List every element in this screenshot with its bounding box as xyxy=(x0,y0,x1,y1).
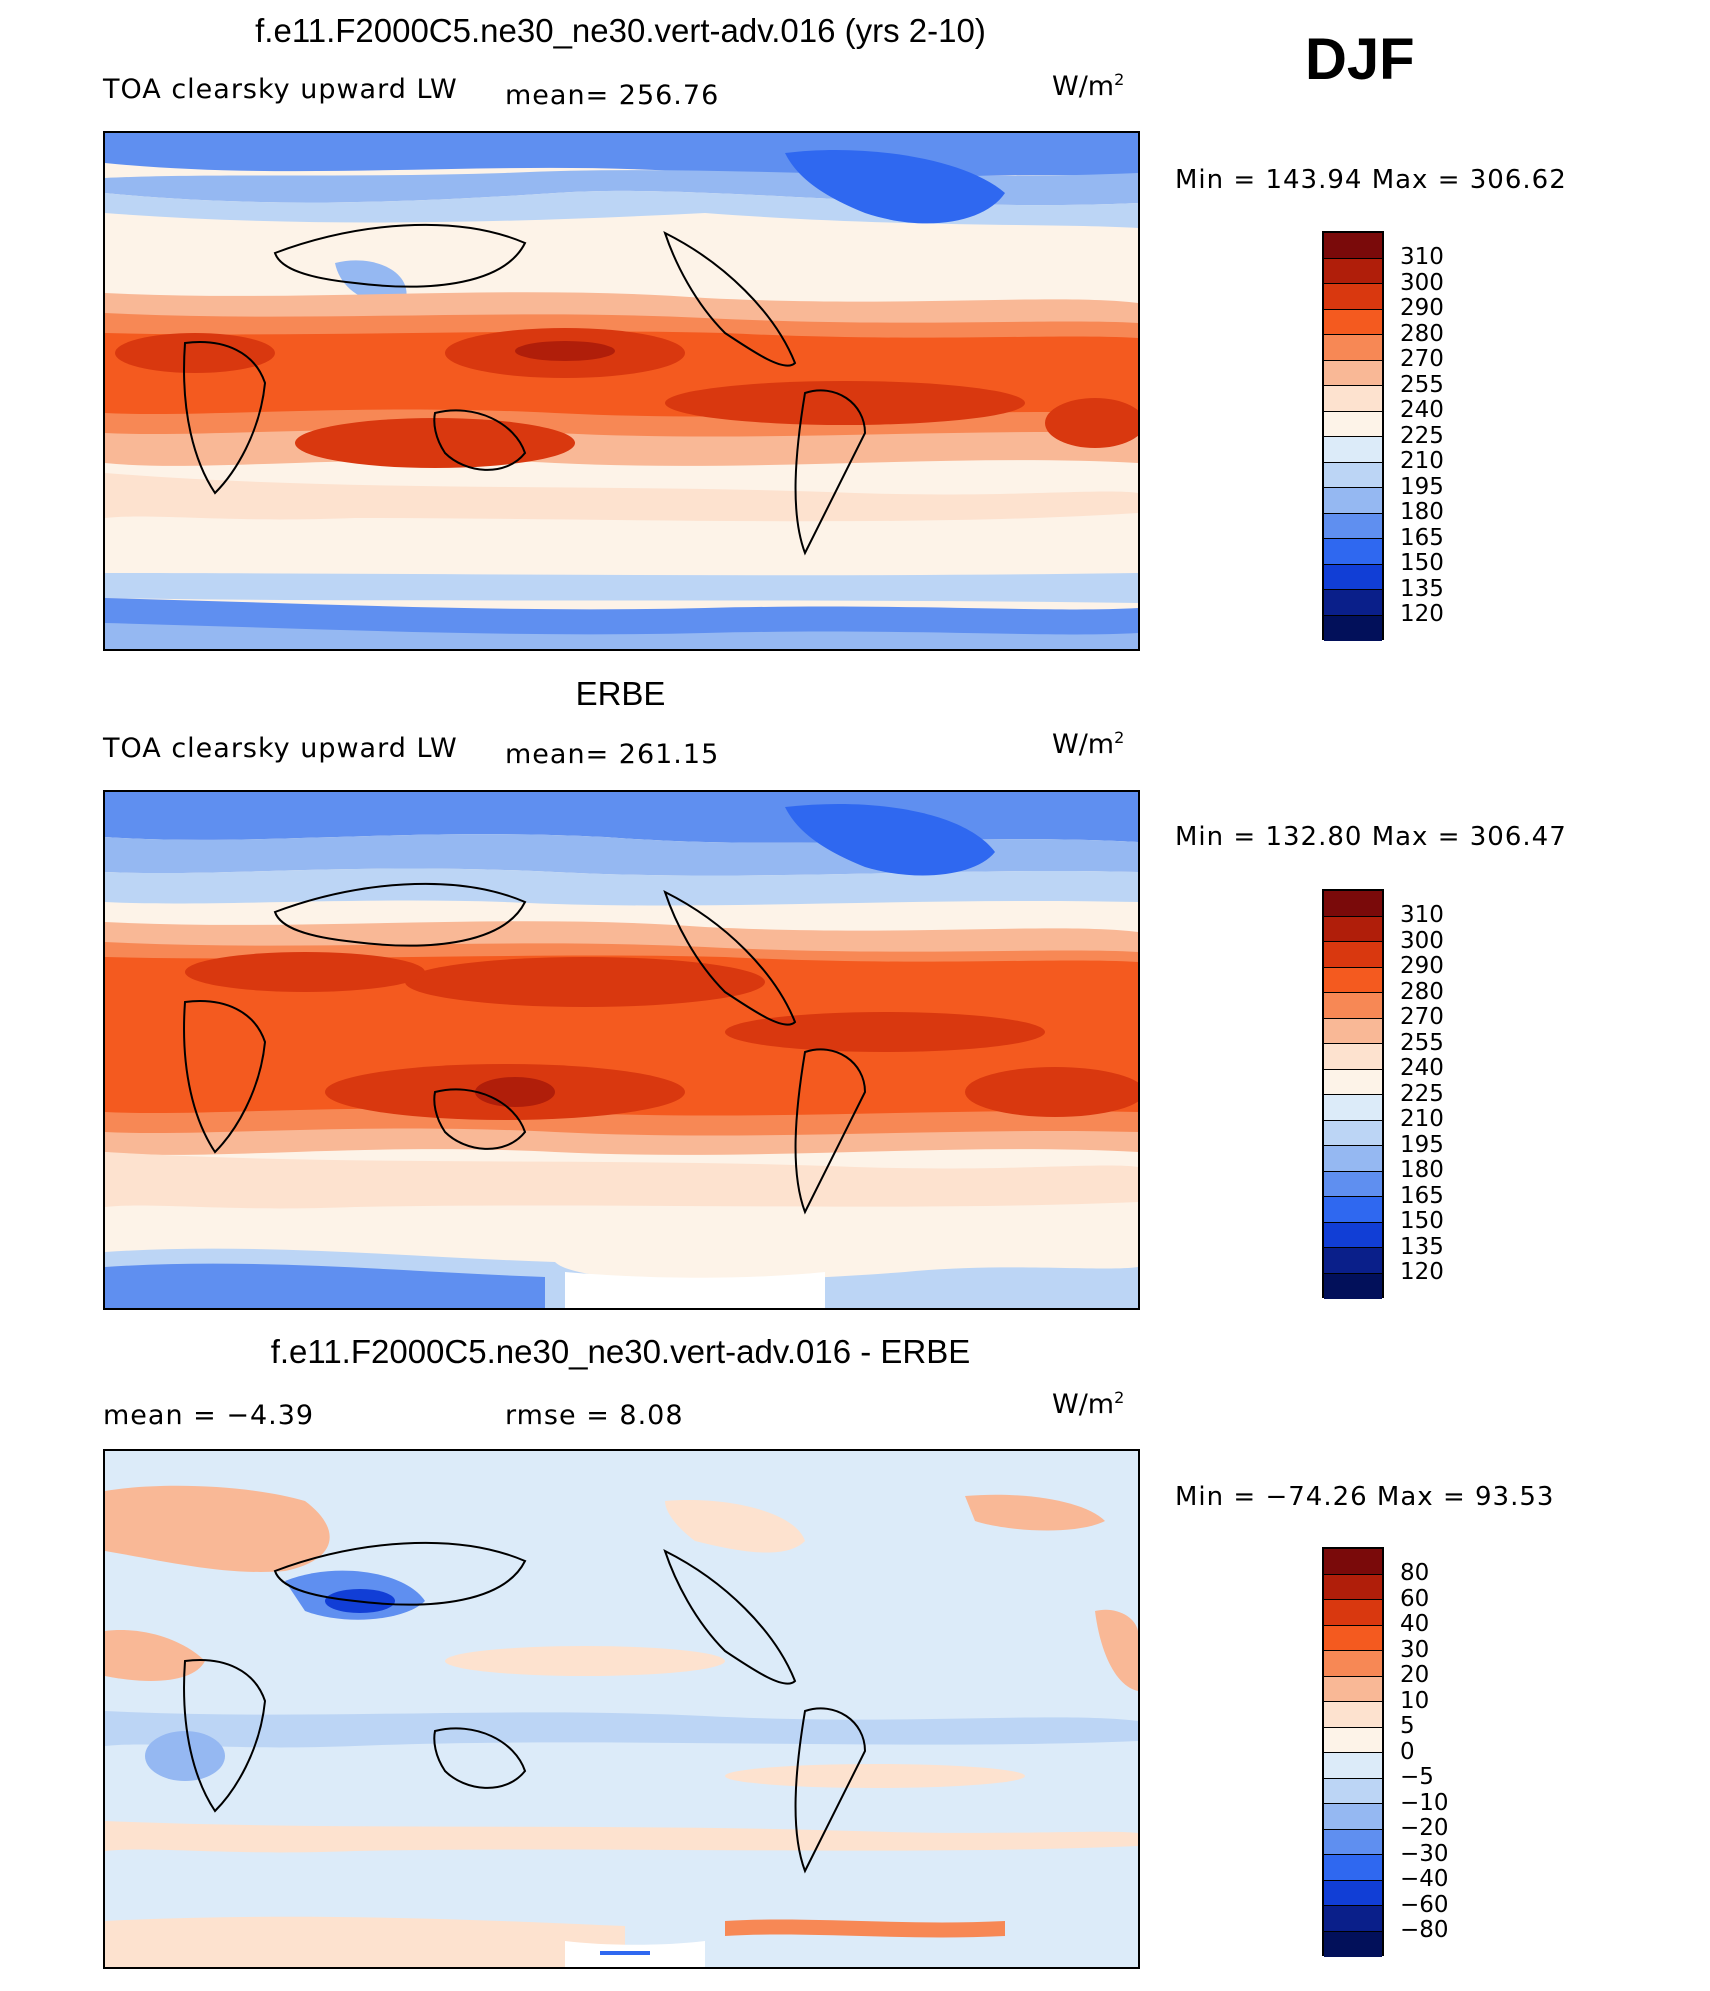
tick: 120 xyxy=(1400,1259,1444,1285)
tick: 0 xyxy=(1400,1738,1415,1765)
tick: −60 xyxy=(1400,1891,1449,1918)
tick: −80 xyxy=(1400,1917,1449,1943)
tick: 180 xyxy=(1400,1157,1444,1183)
tick: 135 xyxy=(1400,1233,1444,1260)
tick: 240 xyxy=(1400,1055,1444,1081)
tick: 290 xyxy=(1400,953,1444,979)
tick: −5 xyxy=(1400,1764,1434,1790)
panel3-title: f.e11.F2000C5.ne30_ne30.vert-adv.016 - E… xyxy=(270,1333,971,1370)
tick: 150 xyxy=(1400,1208,1444,1234)
panel1-variable: TOA clearsky upward LW xyxy=(103,74,458,105)
panel1-mean: mean= 256.76 xyxy=(505,80,720,111)
tick: −10 xyxy=(1400,1789,1449,1816)
tick: −40 xyxy=(1400,1866,1449,1892)
tick: 40 xyxy=(1400,1611,1430,1637)
tick: 300 xyxy=(1400,269,1444,296)
season-label: DJF xyxy=(1305,27,1415,92)
panel2-minmax: Min = 132.80 Max = 306.47 xyxy=(1175,822,1567,852)
tick: 30 xyxy=(1400,1636,1430,1663)
tick: 5 xyxy=(1400,1713,1415,1739)
tick: 300 xyxy=(1400,927,1444,954)
tick: 210 xyxy=(1400,1106,1444,1132)
panel2-map xyxy=(103,790,1140,1310)
tick: 10 xyxy=(1400,1687,1430,1714)
panel3-colorbar-ticks: 80 60 40 30 20 10 5 0 −5 −10 −20 −30 −40 −60 −80 xyxy=(1400,1560,1449,1944)
tick: 180 xyxy=(1400,499,1444,525)
panel3-colorbar xyxy=(1322,1547,1384,1957)
tick: 120 xyxy=(1400,601,1444,627)
tick: 135 xyxy=(1400,575,1444,602)
panel2-title: ERBE xyxy=(575,675,666,712)
tick: 225 xyxy=(1400,1080,1444,1107)
tick: 165 xyxy=(1400,524,1444,551)
tick: 225 xyxy=(1400,422,1444,449)
tick: 60 xyxy=(1400,1585,1430,1612)
tick: 270 xyxy=(1400,1004,1444,1030)
tick: 165 xyxy=(1400,1182,1444,1209)
tick: 310 xyxy=(1400,244,1444,270)
tick: 255 xyxy=(1400,1029,1444,1056)
tick: 290 xyxy=(1400,295,1444,321)
tick: −30 xyxy=(1400,1840,1449,1867)
tick: 270 xyxy=(1400,346,1444,372)
panel3-minmax: Min = −74.26 Max = 93.53 xyxy=(1175,1482,1555,1512)
tick: 195 xyxy=(1400,473,1444,500)
panel2-mean: mean= 261.15 xyxy=(505,739,720,770)
tick: 310 xyxy=(1400,902,1444,928)
tick: 255 xyxy=(1400,371,1444,398)
panel3-mean: mean = −4.39 xyxy=(103,1400,315,1431)
panel1-units: W/m2 xyxy=(1052,70,1125,102)
panel2-units: W/m2 xyxy=(1052,728,1125,760)
tick: 280 xyxy=(1400,978,1444,1005)
tick: 195 xyxy=(1400,1131,1444,1158)
panel2-colorbar-ticks: 310 300 290 280 270 255 240 225 210 195 180 165 150 1… xyxy=(1400,902,1444,1286)
panel3-rmse: rmse = 8.08 xyxy=(505,1400,684,1431)
panel1-colorbar xyxy=(1322,231,1384,641)
tick: −20 xyxy=(1400,1815,1449,1841)
panel1-minmax: Min = 143.94 Max = 306.62 xyxy=(1175,165,1567,195)
tick: 150 xyxy=(1400,550,1444,576)
tick: 20 xyxy=(1400,1662,1430,1688)
panel2-colorbar xyxy=(1322,889,1384,1299)
tick: 80 xyxy=(1400,1560,1430,1586)
panel3-units: W/m2 xyxy=(1052,1388,1125,1420)
tick: 240 xyxy=(1400,397,1444,423)
panel2-variable: TOA clearsky upward LW xyxy=(103,733,458,764)
tick: 210 xyxy=(1400,448,1444,474)
panel1-title: f.e11.F2000C5.ne30_ne30.vert-adv.016 (yr… xyxy=(255,12,986,49)
tick: 280 xyxy=(1400,320,1444,347)
panel1-colorbar-ticks: 310 300 290 280 270 255 240 225 210 195 180 165 150 1… xyxy=(1400,244,1444,628)
panel1-map xyxy=(103,131,1140,651)
panel3-map xyxy=(103,1449,1140,1969)
